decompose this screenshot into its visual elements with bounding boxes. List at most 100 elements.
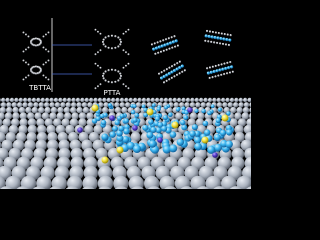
atom	[154, 52, 157, 55]
atom	[155, 127, 162, 134]
surface-atom	[195, 102, 201, 108]
surface-atom	[18, 97, 23, 103]
surface-atom	[11, 118, 20, 127]
surface-atom	[18, 106, 26, 114]
scheme-atom	[102, 77, 105, 80]
atom	[212, 69, 216, 74]
surface-atom	[249, 112, 251, 120]
scheme-atom	[117, 36, 120, 39]
atom	[219, 129, 227, 137]
atom	[157, 122, 164, 128]
atom	[225, 37, 229, 42]
surface-atom	[55, 124, 66, 135]
surface-atom	[25, 106, 32, 114]
molecule-model	[206, 60, 234, 80]
surface-atom	[119, 102, 126, 108]
atom	[154, 46, 159, 50]
atom	[207, 34, 211, 39]
surface-atom	[227, 102, 233, 108]
scheme-atom	[27, 35, 30, 38]
surface-atom	[242, 106, 250, 114]
surface-atom	[31, 106, 38, 114]
surface-atom	[5, 97, 10, 103]
surface-atom	[49, 186, 62, 189]
label-left: TBTTA	[28, 84, 51, 92]
atom	[170, 36, 173, 39]
atom	[168, 47, 171, 50]
atom	[95, 116, 101, 122]
surface-atom	[36, 118, 45, 127]
atom	[160, 76, 164, 80]
atom	[176, 62, 179, 65]
scheme-atom	[101, 40, 105, 44]
atom	[217, 64, 220, 67]
surface-atom	[125, 102, 131, 108]
atom	[162, 74, 166, 79]
scheme-atom	[110, 47, 114, 50]
atom	[214, 31, 218, 34]
scheme-atom	[47, 59, 50, 62]
bromine-atom	[77, 127, 83, 133]
surface-atom	[236, 175, 251, 189]
surface-atom	[216, 102, 223, 108]
atom	[183, 69, 186, 72]
surface-atom	[128, 97, 133, 103]
atom	[174, 39, 178, 43]
surface-atom	[63, 106, 70, 114]
atom	[223, 33, 226, 36]
surface-atom	[231, 147, 245, 161]
atom	[101, 133, 109, 141]
atom	[162, 39, 165, 42]
atom	[226, 111, 231, 116]
atom	[175, 67, 179, 71]
atom	[214, 143, 222, 152]
surface-atom	[78, 118, 87, 127]
atom	[171, 40, 176, 44]
atom	[218, 68, 222, 72]
sulfur-atom	[116, 146, 124, 154]
atom	[221, 42, 225, 46]
atom	[217, 31, 220, 35]
atom	[157, 45, 161, 49]
bromine-atom	[109, 115, 115, 121]
molecule-schemes: TBTTA PTTA	[22, 18, 234, 97]
atom	[208, 30, 212, 33]
surface-atom	[44, 118, 53, 127]
scheme-atom	[45, 76, 47, 79]
surface-atom	[65, 102, 72, 108]
surface-atom	[0, 141, 2, 149]
atom	[103, 112, 108, 118]
scheme-atom	[119, 38, 122, 41]
atom	[165, 73, 169, 77]
surface-atom	[144, 175, 160, 189]
atom	[174, 45, 177, 48]
atom	[165, 38, 168, 41]
surface-atom	[114, 102, 120, 108]
atom	[178, 60, 181, 63]
surface-atom	[23, 97, 28, 103]
surface-atom	[0, 106, 6, 114]
surface-atom	[102, 97, 107, 103]
surface-atom	[93, 124, 103, 135]
atom	[141, 104, 146, 109]
surface-atom	[62, 97, 67, 103]
surface-atom	[163, 97, 169, 103]
surface-atom	[49, 112, 57, 120]
surface-atom	[234, 131, 245, 143]
surface-atom	[102, 124, 113, 135]
scheme-atom	[94, 28, 97, 31]
atom	[132, 104, 137, 109]
surface-atom	[180, 186, 194, 189]
surface-atom	[114, 106, 122, 114]
scheme-atom	[25, 76, 27, 79]
surface-atom	[198, 165, 214, 181]
surface-atom	[2, 118, 11, 127]
surface-atom	[221, 175, 237, 189]
atom	[220, 73, 223, 76]
surface-atom	[0, 102, 1, 107]
surface	[0, 97, 251, 189]
atom	[153, 42, 156, 45]
surface-atom	[243, 97, 248, 103]
scheme-atom	[22, 31, 25, 34]
surface-atom	[60, 102, 66, 108]
